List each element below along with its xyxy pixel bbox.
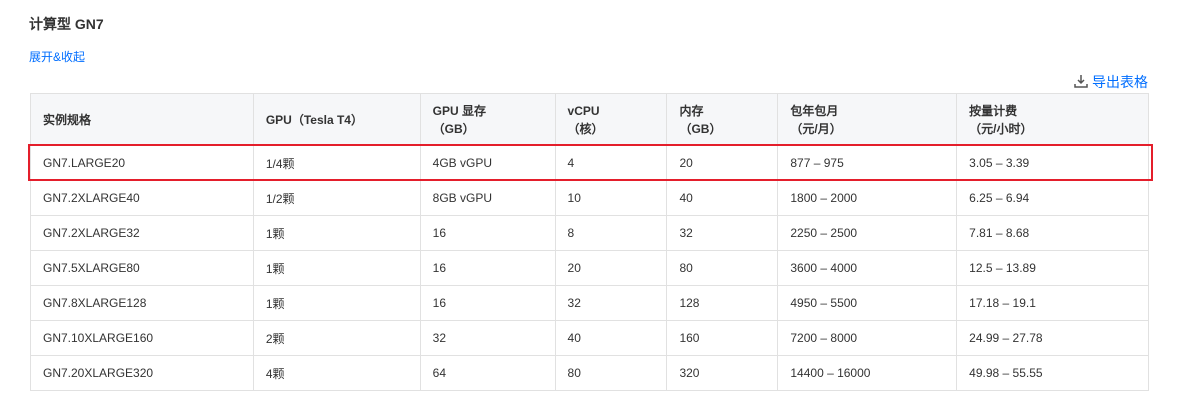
table-cell: 128 <box>666 285 779 321</box>
header-label: 按量计费 <box>969 103 1018 118</box>
table-cell: 320 <box>666 355 779 391</box>
header-label: 实例规格 <box>43 112 92 127</box>
table-row: GN7.2XLARGE32 1颗 16 8 32 2250 – 2500 7.81 – 8.… <box>30 215 1149 251</box>
table-cell: 20 <box>554 250 668 286</box>
column-header: GPU 显存 （GB） <box>419 93 556 146</box>
table-cell: 8GB vGPU <box>419 180 556 216</box>
table-cell: GN7.10XLARGE160 <box>30 320 254 356</box>
table-cell: 8 <box>554 215 668 251</box>
table-cell: 32 <box>554 285 668 321</box>
header-label: GPU（Tesla T4） <box>265 112 363 127</box>
table-cell: 4950 – 5500 <box>777 285 958 321</box>
expand-collapse-link[interactable]: 展开&收起 <box>29 50 86 64</box>
header-unit: （GB） <box>679 121 722 136</box>
table-cell: GN7.LARGE20 <box>30 145 254 181</box>
table-cell: 32 <box>419 320 556 356</box>
header-unit: （GB） <box>432 121 475 136</box>
table-cell: 12.5 – 13.89 <box>956 250 1149 286</box>
header-unit: （元/小时） <box>969 121 1033 136</box>
table-cell: 10 <box>554 180 668 216</box>
table-row: GN7.2XLARGE40 1/2颗 8GB vGPU 10 40 1800 – 2000… <box>30 180 1149 216</box>
table-cell: GN7.5XLARGE80 <box>30 250 254 286</box>
table-cell: 16 <box>419 215 556 251</box>
table-row: GN7.LARGE20 1/4颗 4GB vGPU 4 20 877 – 975 3.05 … <box>30 145 1149 181</box>
table-cell: 80 <box>554 355 668 391</box>
table-row: GN7.10XLARGE160 2颗 32 40 160 7200 – 8000 24.99… <box>30 320 1149 356</box>
table-cell: 7200 – 8000 <box>777 320 958 356</box>
header-label: GPU 显存 <box>432 103 487 118</box>
table-cell: 4GB vGPU <box>419 145 556 181</box>
download-icon <box>1074 74 1088 91</box>
table-cell: 40 <box>666 180 779 216</box>
table-cell: 1/4颗 <box>252 145 421 181</box>
table-cell: 2250 – 2500 <box>777 215 958 251</box>
table-row: GN7.5XLARGE80 1颗 16 20 80 3600 – 4000 12.5 – 1… <box>30 250 1149 286</box>
table-cell: 80 <box>666 250 779 286</box>
table-cell: 40 <box>554 320 668 356</box>
column-header: 实例规格 <box>30 93 254 146</box>
table-cell: 3.05 – 3.39 <box>956 145 1149 181</box>
column-header: 内存 （GB） <box>666 93 779 146</box>
header-unit: （核） <box>567 121 604 136</box>
table-cell: 20 <box>666 145 779 181</box>
table-cell: 877 – 975 <box>777 145 958 181</box>
table-cell: 64 <box>419 355 556 391</box>
table-cell: 14400 – 16000 <box>777 355 958 391</box>
table-row: GN7.20XLARGE320 4颗 64 80 320 14400 – 16000 49.… <box>30 355 1149 391</box>
column-header: GPU（Tesla T4） <box>252 93 421 146</box>
table-cell: 1800 – 2000 <box>777 180 958 216</box>
table-cell: GN7.2XLARGE32 <box>30 215 254 251</box>
table-cell: 32 <box>666 215 779 251</box>
export-table-button[interactable]: 导出表格 <box>1074 72 1148 92</box>
table-cell: 49.98 – 55.55 <box>956 355 1149 391</box>
table-cell: 1颗 <box>252 215 421 251</box>
table-cell: 4 <box>554 145 668 181</box>
table-cell: 2颗 <box>252 320 421 356</box>
table-cell: 17.18 – 19.1 <box>956 285 1149 321</box>
table-cell: 16 <box>419 285 556 321</box>
table-cell: 24.99 – 27.78 <box>956 320 1149 356</box>
column-header: 包年包月 （元/月） <box>777 93 958 146</box>
table-cell: GN7.20XLARGE320 <box>30 355 254 391</box>
table-cell: 1/2颗 <box>252 180 421 216</box>
header-label: 内存 <box>679 103 704 118</box>
table-cell: GN7.2XLARGE40 <box>30 180 254 216</box>
export-label: 导出表格 <box>1092 74 1148 90</box>
table-cell: 160 <box>666 320 779 356</box>
section-title: 计算型 GN7 <box>29 16 104 32</box>
table-cell: 3600 – 4000 <box>777 250 958 286</box>
table-cell: GN7.8XLARGE128 <box>30 285 254 321</box>
table-cell: 16 <box>419 250 556 286</box>
column-header: vCPU （核） <box>554 93 668 146</box>
table-cell: 4颗 <box>252 355 421 391</box>
table-cell: 6.25 – 6.94 <box>956 180 1149 216</box>
header-unit: （元/月） <box>790 121 842 136</box>
table-cell: 7.81 – 8.68 <box>956 215 1149 251</box>
table-cell: 1颗 <box>252 250 421 286</box>
header-label: vCPU <box>567 103 600 118</box>
table-row: GN7.8XLARGE128 1颗 16 32 128 4950 – 5500 17.18 … <box>30 285 1149 321</box>
header-label: 包年包月 <box>790 103 839 118</box>
table-cell: 1颗 <box>252 285 421 321</box>
column-header: 按量计费 （元/小时） <box>956 93 1149 146</box>
instance-spec-table: 实例规格 GPU（Tesla T4） GPU 显存 （GB） vCPU （核） 内存 （GB）… <box>30 93 1149 391</box>
